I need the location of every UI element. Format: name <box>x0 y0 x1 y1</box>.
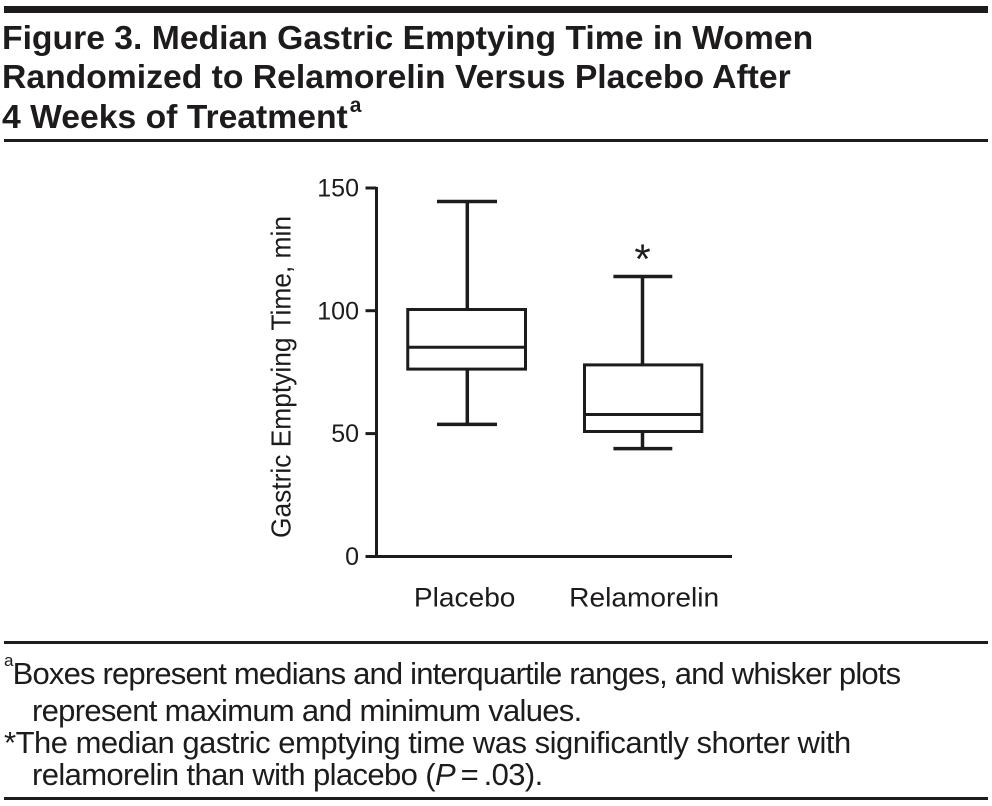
svg-text:Placebo: Placebo <box>414 583 516 613</box>
svg-text:100: 100 <box>317 297 359 325</box>
svg-text:0: 0 <box>345 543 359 571</box>
svg-text:*: * <box>634 235 650 282</box>
svg-text:Gastric Emptying Time, min: Gastric Emptying Time, min <box>266 216 297 538</box>
svg-text:Relamorelin: Relamorelin <box>569 583 719 613</box>
svg-text:150: 150 <box>317 175 359 203</box>
svg-text:50: 50 <box>331 420 359 448</box>
